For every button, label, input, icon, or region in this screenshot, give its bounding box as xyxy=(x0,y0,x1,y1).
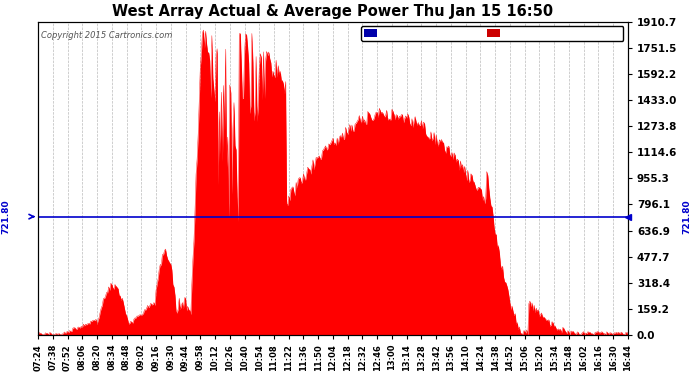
Legend: Average  (DC Watts), West Array  (DC Watts): Average (DC Watts), West Array (DC Watts… xyxy=(361,26,623,41)
Text: 721.80: 721.80 xyxy=(1,199,10,234)
Text: Copyright 2015 Cartronics.com: Copyright 2015 Cartronics.com xyxy=(41,31,172,40)
Title: West Array Actual & Average Power Thu Jan 15 16:50: West Array Actual & Average Power Thu Ja… xyxy=(112,4,553,19)
Text: 721.80: 721.80 xyxy=(682,199,690,234)
